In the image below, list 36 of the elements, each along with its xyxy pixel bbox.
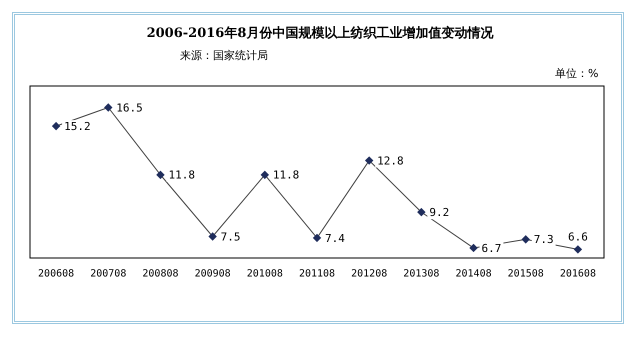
- x-tick-label: 201108: [298, 268, 336, 280]
- x-tick-label: 201608: [560, 268, 596, 280]
- data-label: 9.2: [429, 206, 450, 219]
- data-label: 12.8: [377, 154, 404, 168]
- data-label: 7.5: [220, 230, 241, 244]
- x-tick-label: 200708: [90, 268, 126, 280]
- x-tick-label: 201308: [403, 268, 440, 280]
- point: [365, 156, 374, 165]
- source-note: 来源：国家统计局: [180, 48, 268, 63]
- point: [574, 245, 582, 254]
- data-label: 7.4: [325, 232, 346, 245]
- data-label: 6.6: [568, 230, 588, 244]
- point: [470, 244, 478, 252]
- point: [104, 104, 112, 112]
- x-tick-label: 201408: [455, 268, 492, 280]
- point: [313, 234, 321, 242]
- data-label: 11.8: [272, 168, 300, 182]
- point: [208, 232, 217, 240]
- x-tick-label: 200608: [38, 268, 74, 280]
- data-label: 11.8: [168, 168, 195, 182]
- point: [260, 170, 269, 179]
- x-tick-label: 200808: [142, 268, 179, 280]
- x-tick-label: 201508: [508, 268, 544, 280]
- point: [156, 170, 164, 179]
- data-label: 7.3: [534, 233, 554, 246]
- point: [52, 122, 60, 130]
- x-tick-label: 201208: [351, 268, 388, 280]
- data-label: 16.5: [116, 101, 143, 114]
- x-tick-label: 200908: [194, 268, 231, 280]
- text: 单位：%: [555, 66, 598, 81]
- x-tick-label: 201008: [246, 268, 283, 280]
- point: [522, 235, 530, 244]
- data-label: 15.2: [64, 120, 91, 133]
- chart-title: 2006-2016年8月份中国规模以上纺织工业增加值变动情况: [146, 24, 494, 42]
- point: [417, 208, 426, 216]
- data-label: 6.7: [482, 242, 502, 255]
